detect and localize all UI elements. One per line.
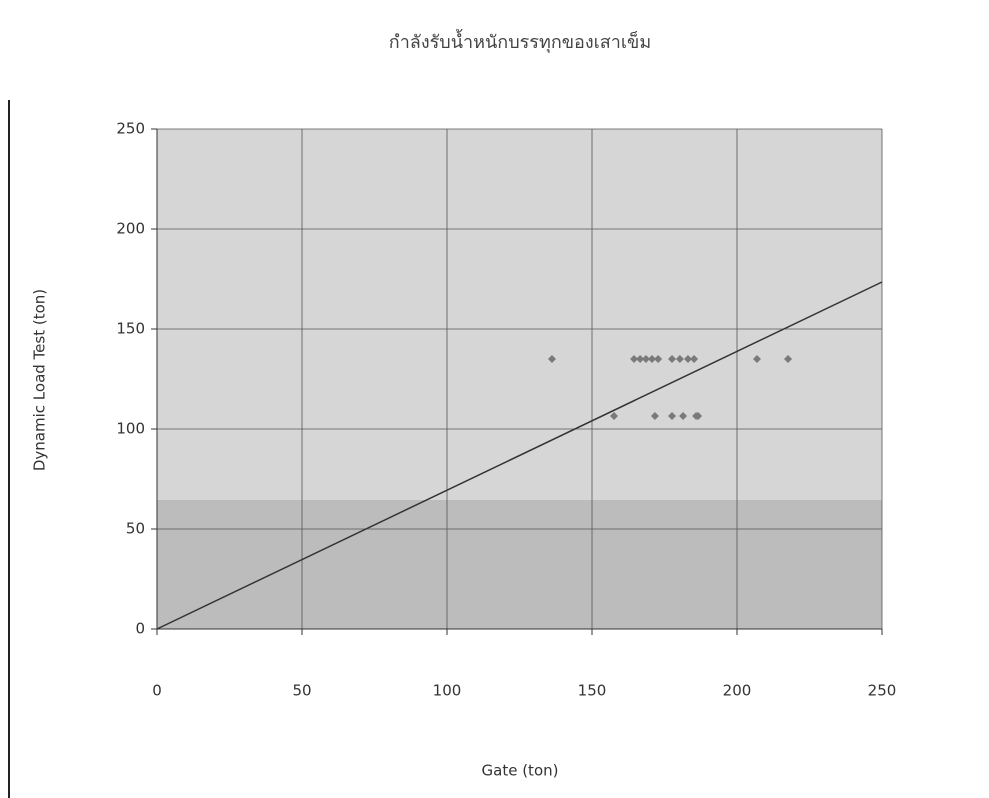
y-tick-label: 100 xyxy=(116,420,145,438)
chart: กำลังรับน้ำหนักบรรทุกของเสาเข็ม Gate (to… xyxy=(0,0,989,798)
y-axis-label: Dynamic Load Test (ton) xyxy=(31,289,49,471)
y-tick-label: 0 xyxy=(135,620,145,638)
x-tick-label: 0 xyxy=(152,682,162,700)
x-tick-label: 250 xyxy=(868,682,897,700)
x-axis-label: Gate (ton) xyxy=(482,762,559,780)
x-tick-label: 200 xyxy=(723,682,752,700)
x-tick-label: 50 xyxy=(292,682,311,700)
y-tick-label: 50 xyxy=(126,520,145,538)
y-tick-label: 200 xyxy=(116,220,145,238)
chart-title: กำลังรับน้ำหนักบรรทุกของเสาเข็ม xyxy=(389,29,651,53)
x-tick-label: 150 xyxy=(578,682,607,700)
x-tick-label: 100 xyxy=(433,682,462,700)
plot-band xyxy=(157,500,882,629)
y-tick-label: 250 xyxy=(116,120,145,138)
y-tick-label: 150 xyxy=(116,320,145,338)
